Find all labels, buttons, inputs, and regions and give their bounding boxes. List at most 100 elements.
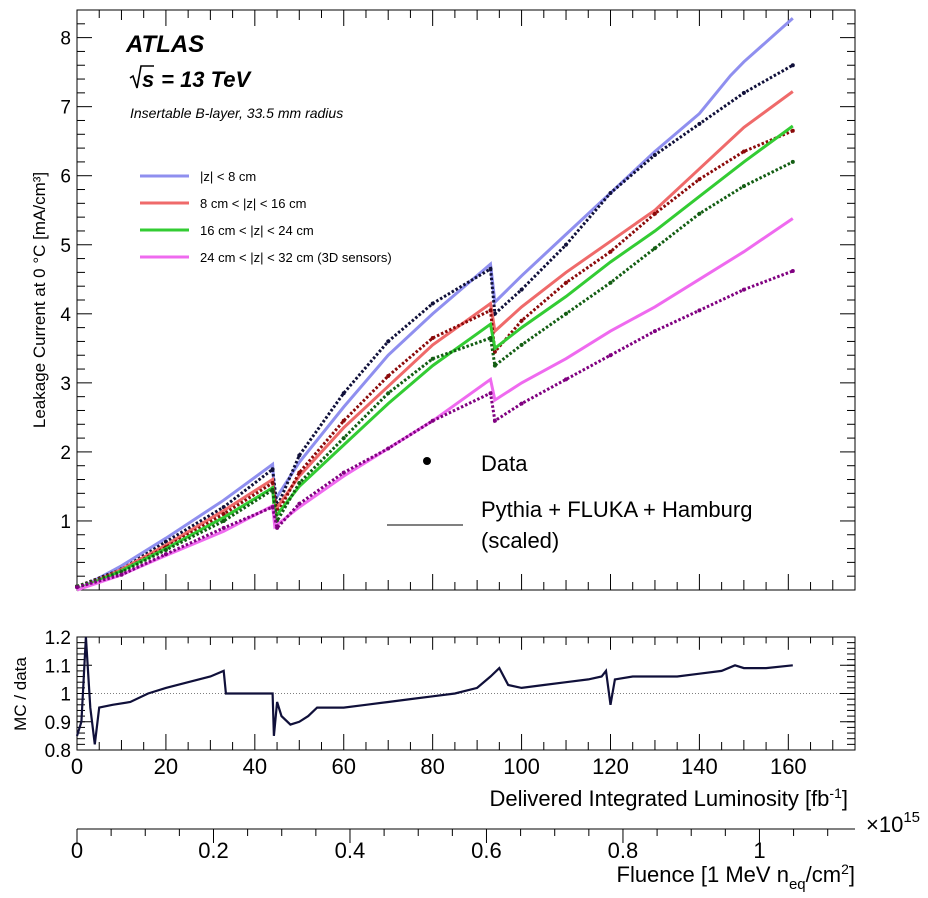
data-point: [430, 418, 435, 423]
fluence-multiplier: ×10: [866, 812, 903, 837]
data-point: [488, 391, 493, 396]
fluence-ticks: 0 0.2 0.4 0.6 0.8 1: [71, 829, 829, 863]
data-point: [221, 505, 226, 510]
legend-entry-2: 16 cm < |z| < 24 cm: [200, 223, 314, 238]
ratio-y-axis-label: MC / data: [11, 657, 30, 731]
mc-legend-label-line1: Pythia + FLUKA + Hamburg: [481, 497, 752, 522]
atlas-label: ATLAS: [125, 31, 204, 58]
ratio-y-tick-label: 0.8: [45, 741, 71, 762]
mc-legend-label-line2: (scaled): [481, 528, 559, 553]
data-point: [564, 377, 568, 382]
legend: |z| < 8 cm 8 cm < |z| < 16 cm 16 cm < |z| …: [140, 169, 392, 265]
svg-text:Delivered Integrated Luminosit: Delivered Integrated Luminosity [fb-1]: [489, 785, 848, 811]
data-point: [270, 481, 275, 485]
data-point: [492, 418, 497, 423]
ratio-y-tick-label: 0.9: [45, 713, 71, 734]
ratio-y-tick-label: 1.1: [45, 656, 71, 677]
data-point: [564, 242, 568, 247]
energy-prefix: s: [142, 67, 154, 92]
data-point: [221, 525, 226, 530]
data-point: [221, 519, 226, 523]
main-series-group: [75, 17, 795, 592]
data-point: [163, 548, 168, 552]
x-tick-label: 40: [243, 754, 267, 779]
data-point: [386, 446, 391, 451]
mc-series-line-2: [76, 124, 794, 592]
fluence-tick-label: 0: [71, 838, 83, 863]
data-point: [386, 391, 391, 396]
data-point: [492, 363, 497, 368]
data-point: [341, 470, 346, 475]
data-point: [608, 191, 613, 195]
fluence-tick-label: 0.8: [608, 838, 639, 863]
data-point: [275, 525, 280, 530]
energy-value: = 13 TeV: [155, 67, 253, 92]
fluence-tick-label: 0.6: [471, 838, 502, 863]
fluence-axis-label-text: Fluence [1 MeV n: [617, 862, 789, 887]
fluence-axis: 0 0.2 0.4 0.6 0.8 1 ×1015 Fluence [1 MeV neq/…: [71, 809, 920, 893]
x-tick-label: 80: [420, 754, 444, 779]
legend-entry-1: 8 cm < |z| < 16 cm: [200, 196, 306, 211]
lumi-axis-label: Delivered Integrated Luminosity [fb-1]: [489, 785, 848, 811]
main-y-tick-label: 1: [60, 512, 71, 533]
lumi-axis-label-text: Delivered Integrated Luminosity [fb: [489, 786, 829, 811]
x-tick-label: 20: [154, 754, 178, 779]
data-point: [488, 308, 493, 313]
data-series-points-2: [76, 160, 794, 588]
legend-entry-0: |z| < 8 cm: [200, 169, 256, 184]
mc-series-line-0: [76, 17, 794, 592]
data-point: [430, 356, 435, 361]
data-point: [697, 121, 702, 126]
fluence-axis-label-sub: eq: [789, 876, 806, 893]
data-point: [270, 505, 275, 510]
main-y-tick-label: 6: [60, 167, 71, 188]
fluence-tick-label: 0.2: [198, 838, 229, 863]
data-point: [608, 249, 613, 254]
data-point: [790, 63, 795, 68]
fluence-exponent: 15: [903, 809, 920, 826]
data-point: [790, 159, 795, 164]
ratio-y-axis: 0.8 0.9 1 1.1 1.2: [45, 628, 855, 762]
data-point: [386, 374, 391, 378]
lumi-axis-label-sup: -1: [829, 785, 842, 801]
data-point: [430, 301, 435, 306]
x-tick-label: 60: [332, 754, 356, 779]
data-point: [652, 211, 657, 216]
fluence-tick-label: 1: [753, 838, 765, 863]
data-point: [741, 287, 746, 292]
data-point: [430, 336, 435, 340]
data-point: [386, 339, 391, 344]
legend-entry-3: 24 cm < |z| < 32 cm (3D sensors): [200, 250, 392, 265]
data-point: [163, 539, 168, 544]
data-point: [652, 153, 657, 157]
data-point: [297, 481, 302, 485]
data-point: [270, 487, 275, 492]
main-y-axis-label: Leakage Current at 0 °C [mA/cm³]: [30, 172, 49, 428]
data-point: [608, 353, 613, 358]
detector-label: Insertable B-layer, 33.5 mm radius: [130, 105, 343, 121]
data-point: [488, 266, 493, 271]
fluence-axis-label-mid: /cm: [806, 862, 841, 887]
data-point: [221, 512, 226, 516]
main-y-tick-label: 8: [60, 29, 71, 50]
data-point: [741, 90, 746, 95]
data-point: [341, 391, 346, 396]
main-y-tick-label: 3: [60, 374, 71, 395]
sqrt-icon: [129, 65, 154, 89]
data-point: [608, 280, 613, 285]
main-y-tick-label: 4: [60, 305, 71, 326]
data-point: [519, 318, 524, 323]
data-point: [341, 436, 346, 441]
x-tick-label: 120: [592, 754, 629, 779]
svg-text:×1015: ×1015: [866, 809, 920, 837]
main-x-ticks: [76, 10, 856, 590]
main-y-axis: 1 2 3 4 5 6 7 8: [60, 23, 855, 577]
lumi-axis-label-end: ]: [842, 786, 848, 811]
ratio-x-axis: 0 20 40 60 80 100 120 140 160: [71, 637, 856, 779]
ratio-y-tick-label: 1.2: [45, 628, 71, 649]
x-tick-label: 100: [503, 754, 540, 779]
data-point: [564, 311, 568, 316]
ratio-series: [75, 636, 793, 745]
data-point: [297, 453, 302, 458]
